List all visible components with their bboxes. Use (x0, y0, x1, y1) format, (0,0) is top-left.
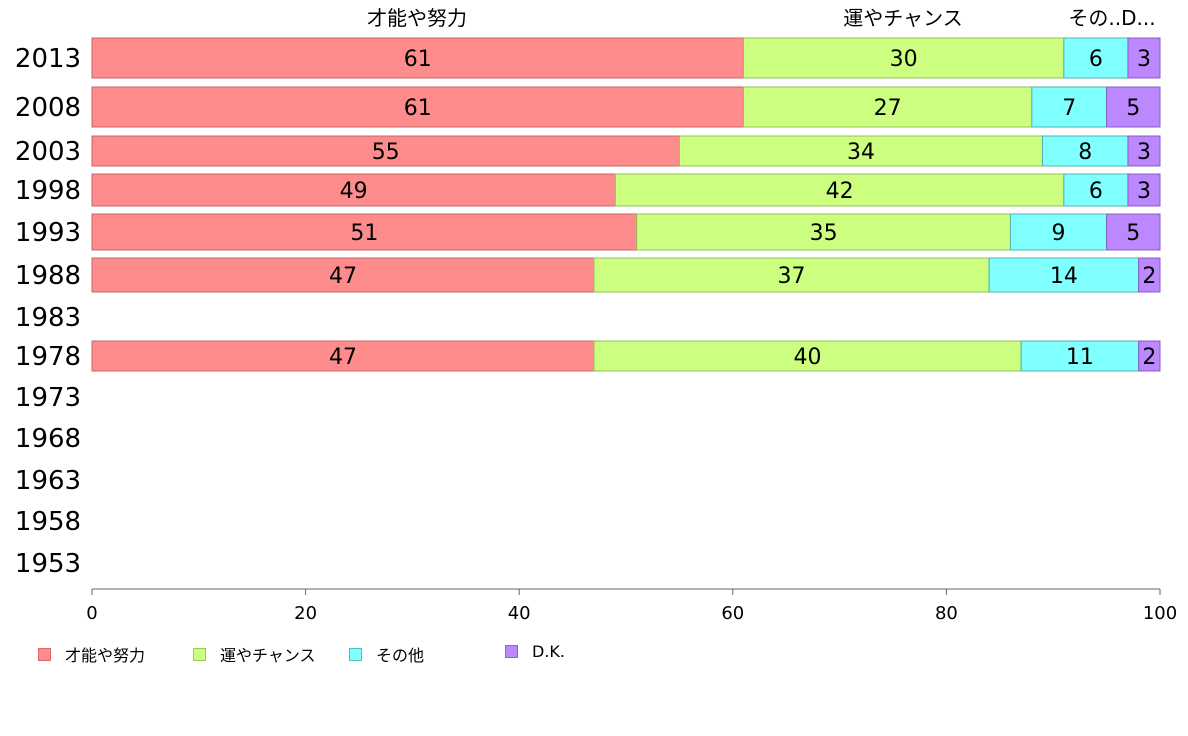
legend-item-talent: 才能や努力 (38, 642, 145, 666)
legend-swatch-dk (505, 645, 518, 658)
top-label-other-dk: その..D... (1068, 6, 1155, 30)
data-label-1988-s0: 47 (329, 264, 357, 289)
y-tick-label-2008: 2008 (15, 93, 81, 123)
data-label-1993-s1: 35 (810, 221, 838, 246)
y-tick-label-1963: 1963 (15, 466, 81, 496)
bar-segment-1988-s2 (988, 257, 1140, 293)
bar-segment-2008-s1 (742, 86, 1033, 128)
legend-swatch-talent (38, 647, 51, 661)
legend-swatch-other (349, 647, 362, 661)
x-tick-label-0: 0 (86, 603, 97, 624)
data-label-1998-s2: 6 (1089, 179, 1103, 204)
legend-label-dk: D.K. (532, 642, 565, 661)
data-label-1988-s2: 14 (1050, 264, 1078, 289)
y-axis-labels: 2013 2008 2003 1998 1993 1988 1983 1978 1973 1968… (15, 44, 81, 579)
bar-segment-2008-s2 (1031, 86, 1108, 128)
top-series-labels: 才能や努力 運やチャンス その..D... (367, 6, 1156, 30)
data-label-2003-s0: 55 (372, 140, 400, 165)
data-label-1988-s1: 37 (778, 264, 806, 289)
bar-segment-1978-s3 (1138, 340, 1161, 372)
data-label-1978-s0: 47 (329, 345, 357, 370)
bar-segment-1993-s0 (91, 213, 638, 251)
legend-item-dk: D.K. (505, 642, 565, 661)
bar-segment-1988-s0 (91, 257, 595, 293)
y-tick-label-1968: 1968 (15, 424, 81, 454)
bar-segment-1993-s3 (1106, 213, 1161, 251)
bar-segment-1993-s2 (1009, 213, 1108, 251)
x-tick-label-20: 20 (294, 603, 317, 624)
legend-item-luck: 運やチャンス (193, 642, 316, 666)
x-tick-label-80: 80 (935, 603, 958, 624)
bar-segment-1998-s0 (91, 173, 616, 207)
data-label-1978-s1: 40 (794, 345, 822, 370)
y-tick-label-1958: 1958 (15, 507, 81, 537)
data-label-1993-s2: 9 (1052, 221, 1066, 246)
data-label-1998-s3: 3 (1137, 179, 1151, 204)
y-tick-label-1953: 1953 (15, 549, 81, 579)
bar-segment-1988-s3 (1138, 257, 1161, 293)
bar-segment-2013-s3 (1127, 37, 1161, 79)
bar-segment-1993-s1 (636, 213, 1011, 251)
data-label-1978-s3: 2 (1142, 345, 1156, 370)
data-label-2013-s2: 6 (1089, 47, 1103, 72)
legend-label-other: その他 (376, 646, 425, 665)
y-tick-label-1978: 1978 (15, 342, 81, 372)
x-tick-label-60: 60 (721, 603, 744, 624)
bar-segment-2003-s1 (678, 135, 1044, 167)
data-label-2013-s1: 30 (890, 47, 918, 72)
y-tick-label-1983: 1983 (15, 303, 81, 333)
legend-label-luck: 運やチャンス (220, 646, 316, 665)
bar-segment-1978-s1 (593, 340, 1022, 372)
data-label-2003-s1: 34 (847, 140, 875, 165)
top-label-talent: 才能や努力 (367, 6, 467, 30)
bar-segment-2003-s0 (91, 135, 680, 167)
top-label-luck: 運やチャンス (843, 6, 962, 30)
bar-segment-1998-s3 (1127, 173, 1161, 207)
bars-layer: 61 30 6 361 27 7 555 34 8 349 42 6 351 35 9 547 37 14 247 4… (91, 37, 1161, 372)
data-label-2003-s2: 8 (1078, 140, 1092, 165)
data-label-1993-s0: 51 (350, 221, 378, 246)
x-axis: 0 20 40 60 80 100 (86, 588, 1177, 624)
bar-segment-1998-s1 (614, 173, 1065, 207)
legend-swatch-luck (193, 647, 206, 661)
bar-segment-1978-s0 (91, 340, 595, 372)
data-label-2008-s2: 7 (1062, 96, 1076, 121)
bar-segment-1978-s2 (1020, 340, 1140, 372)
y-tick-label-2003: 2003 (15, 137, 81, 167)
bar-segment-2013-s1 (742, 37, 1065, 79)
data-label-2008-s3: 5 (1126, 96, 1140, 121)
data-label-1993-s3: 5 (1126, 221, 1140, 246)
data-label-1998-s0: 49 (340, 179, 368, 204)
data-label-1978-s2: 11 (1066, 345, 1094, 370)
y-tick-label-1988: 1988 (15, 261, 81, 291)
data-label-2013-s3: 3 (1137, 47, 1151, 72)
legend-item-other: その他 (349, 642, 424, 666)
data-label-1988-s3: 2 (1142, 264, 1156, 289)
data-label-1998-s1: 42 (826, 179, 854, 204)
data-label-2003-s3: 3 (1137, 140, 1151, 165)
bar-segment-2013-s0 (91, 37, 744, 79)
bar-segment-2008-s3 (1106, 86, 1161, 128)
x-tick-label-40: 40 (508, 603, 531, 624)
bar-segment-2008-s0 (91, 86, 744, 128)
y-tick-label-1973: 1973 (15, 383, 81, 413)
bar-segment-1988-s1 (593, 257, 990, 293)
y-tick-label-1993: 1993 (15, 218, 81, 248)
data-label-2008-s1: 27 (874, 96, 902, 121)
data-label-2008-s0: 61 (404, 96, 432, 121)
bar-segment-2013-s2 (1063, 37, 1129, 79)
y-tick-label-1998: 1998 (15, 176, 81, 206)
data-label-2013-s0: 61 (404, 47, 432, 72)
bar-segment-2003-s3 (1127, 135, 1161, 167)
y-tick-label-2013: 2013 (15, 44, 81, 74)
x-tick-label-100: 100 (1143, 603, 1177, 624)
legend-label-talent: 才能や努力 (65, 646, 146, 665)
